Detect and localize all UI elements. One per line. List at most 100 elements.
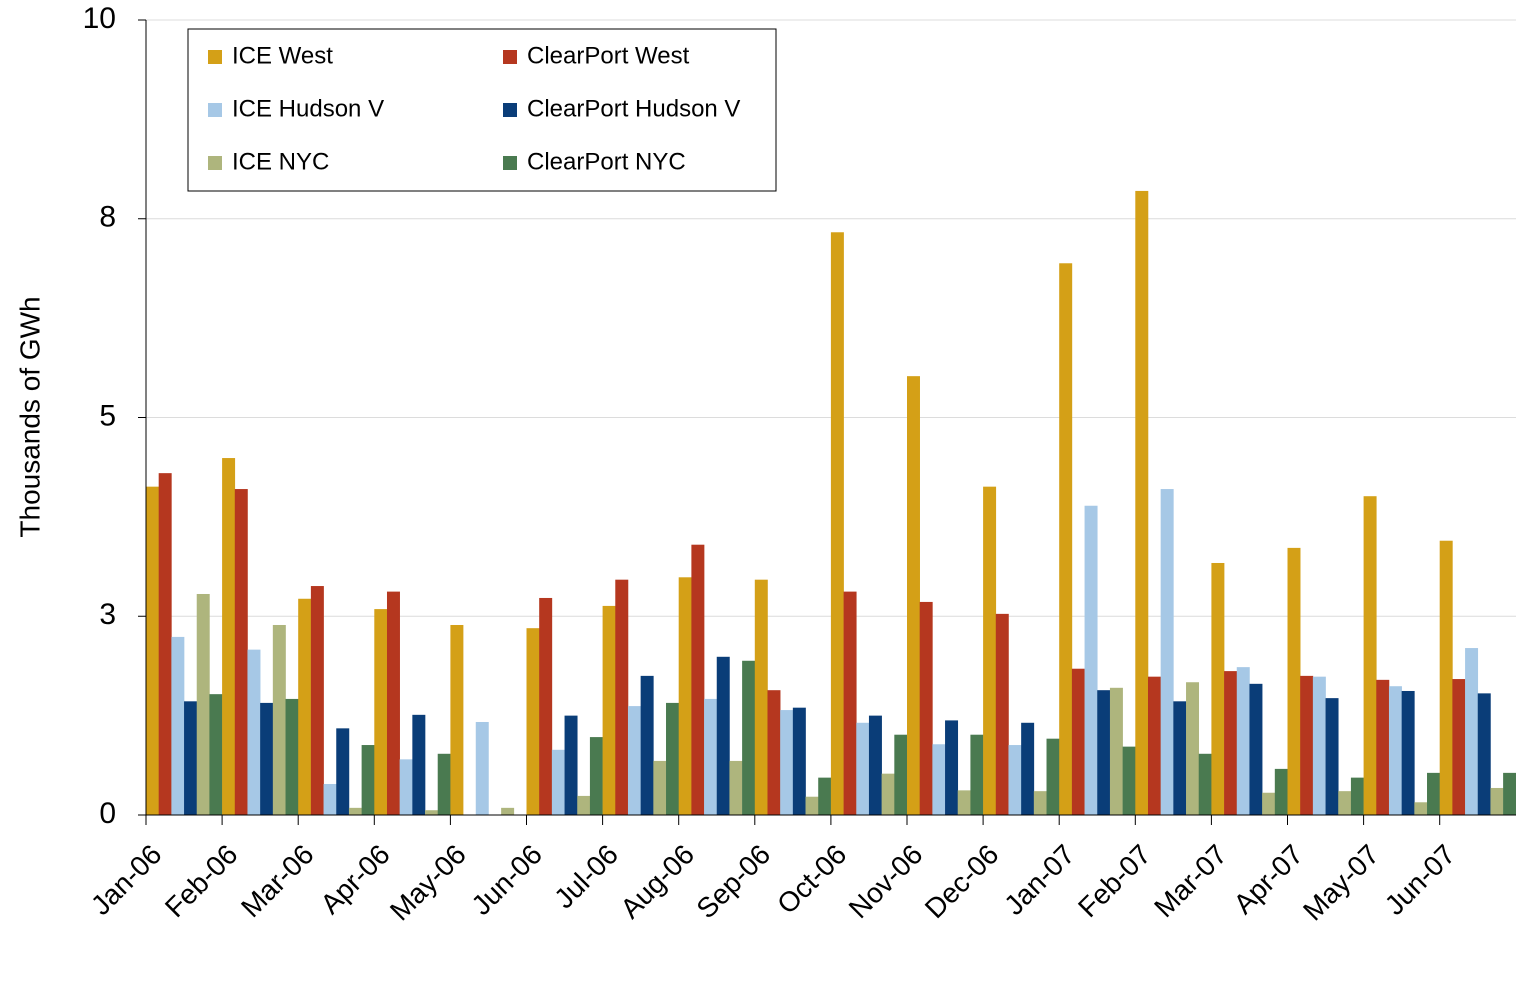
y-tick-label: 5 xyxy=(99,399,116,432)
legend-label: ICE Hudson V xyxy=(232,95,384,122)
bar xyxy=(666,702,679,815)
legend-swatch xyxy=(503,156,517,170)
bar xyxy=(792,707,806,815)
bar xyxy=(945,720,959,815)
x-tick-label: Apr-06 xyxy=(314,839,395,920)
bar xyxy=(881,773,895,815)
legend-label: ClearPort NYC xyxy=(527,148,686,175)
bar xyxy=(1401,690,1415,815)
bar xyxy=(1465,648,1479,815)
bar xyxy=(196,593,210,815)
bar xyxy=(425,810,439,815)
x-tick-label: May-07 xyxy=(1297,839,1385,927)
x-tick-label: Jan-06 xyxy=(85,839,167,921)
bar xyxy=(1097,690,1111,815)
legend-swatch xyxy=(503,50,517,64)
bar xyxy=(1122,746,1136,815)
bar xyxy=(780,710,794,815)
legend-swatch xyxy=(208,156,222,170)
bar xyxy=(1262,792,1276,815)
bar xyxy=(729,760,743,815)
legend-label: ICE NYC xyxy=(232,148,329,175)
bar xyxy=(450,624,464,815)
bar xyxy=(1414,802,1428,815)
x-tick-label: Apr-07 xyxy=(1228,839,1309,920)
x-tick-label: Mar-06 xyxy=(235,839,320,924)
bar xyxy=(323,783,337,815)
bar xyxy=(374,609,388,815)
bar xyxy=(856,722,870,815)
x-tick-label: Oct-06 xyxy=(771,839,852,920)
bar xyxy=(1186,682,1200,815)
bar xyxy=(1490,787,1504,815)
bars xyxy=(146,190,1516,816)
bar xyxy=(298,598,312,815)
legend-box xyxy=(187,28,777,192)
x-tick-label: Dec-06 xyxy=(919,839,1005,925)
bar xyxy=(475,721,489,815)
bar xyxy=(1008,745,1022,815)
bar xyxy=(1236,667,1250,815)
bar xyxy=(805,796,819,815)
bar xyxy=(868,715,882,815)
bar xyxy=(1033,791,1047,815)
bar xyxy=(551,749,565,815)
x-tick-label: Feb-07 xyxy=(1072,839,1157,924)
bar xyxy=(716,656,730,815)
bar xyxy=(602,605,616,815)
bar xyxy=(1135,190,1149,816)
bar xyxy=(1224,671,1238,815)
bar xyxy=(539,597,553,815)
bar xyxy=(932,744,946,815)
bar xyxy=(1325,698,1339,815)
bar xyxy=(1376,679,1390,815)
bar xyxy=(260,702,274,815)
bar xyxy=(412,714,426,815)
bar xyxy=(501,807,515,815)
bar xyxy=(1084,505,1098,815)
bar xyxy=(627,706,641,815)
bar xyxy=(209,694,223,815)
bar xyxy=(1312,676,1326,815)
x-tick-label: Mar-07 xyxy=(1148,839,1233,924)
bar xyxy=(704,698,718,815)
bar xyxy=(1059,263,1073,815)
bar xyxy=(1274,768,1288,815)
bar xyxy=(919,601,933,815)
bar xyxy=(640,675,654,815)
bar xyxy=(767,690,781,815)
bar xyxy=(526,628,540,815)
bar xyxy=(564,715,578,815)
bar xyxy=(830,232,844,815)
legend-label: ClearPort West xyxy=(527,42,690,69)
bar xyxy=(336,728,350,815)
y-tick-label: 8 xyxy=(99,201,116,234)
bar xyxy=(386,591,400,815)
bar xyxy=(1388,686,1402,815)
y-axis-label: Thousands of GWh xyxy=(14,296,45,537)
bar xyxy=(1109,687,1123,815)
bar xyxy=(957,790,971,815)
bar xyxy=(1211,562,1225,815)
bar xyxy=(742,660,756,815)
bar xyxy=(1071,668,1085,815)
legend-swatch xyxy=(503,103,517,117)
bar xyxy=(653,760,667,815)
bar xyxy=(361,745,375,815)
bar xyxy=(615,579,629,815)
bar xyxy=(1427,772,1440,815)
bar xyxy=(1300,675,1314,815)
x-tick-label: Jun-07 xyxy=(1379,839,1461,921)
x-tick-label: Sep-06 xyxy=(690,839,776,925)
bar xyxy=(310,586,324,815)
bar xyxy=(1338,791,1352,815)
bar xyxy=(1363,496,1377,815)
legend-label: ClearPort Hudson V xyxy=(527,95,740,122)
y-tick-label: 0 xyxy=(99,797,116,830)
bar xyxy=(146,486,159,815)
bar xyxy=(171,636,185,815)
legend-swatch xyxy=(208,50,222,64)
bar xyxy=(818,777,832,815)
bar xyxy=(894,734,908,815)
